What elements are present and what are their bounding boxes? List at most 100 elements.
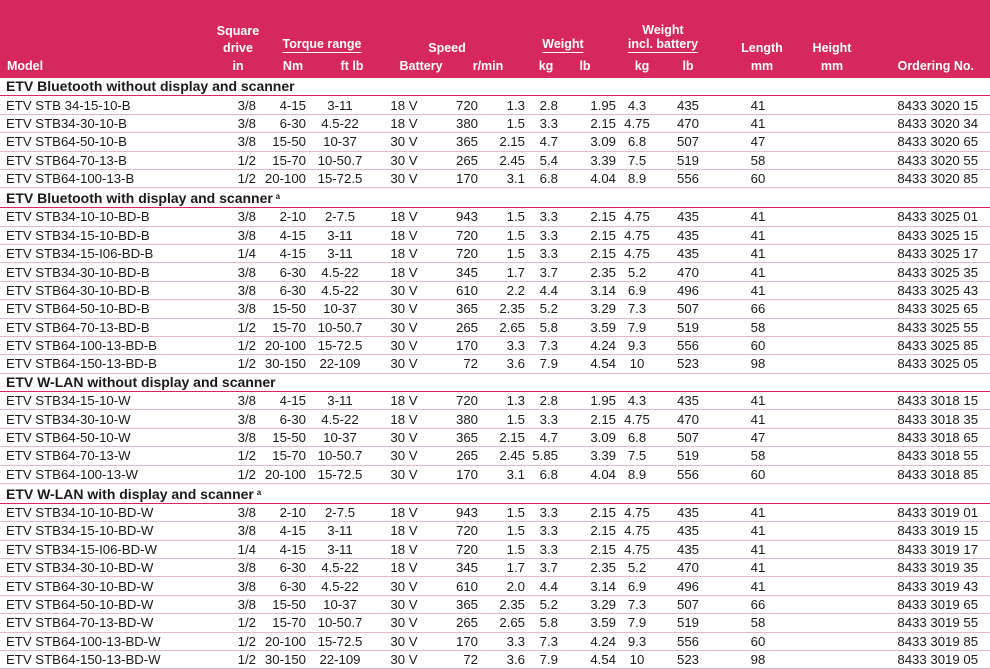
cell-torque-nm: 15-50 xyxy=(256,428,306,448)
cell-square-drive: 3/8 xyxy=(220,114,256,134)
cell-torque-nm: 15-50 xyxy=(256,299,306,319)
cell-weight-battery-lb: 7.3 xyxy=(616,299,658,319)
cell-model: ETV STB64-150-13-BD-W xyxy=(0,650,220,669)
cell-model: ETV STB34-30-10-BD-B xyxy=(0,262,220,282)
header-battery: Battery xyxy=(399,59,443,73)
header-torque-range: Torque range xyxy=(282,37,362,53)
table-row: ETV STB34-15-10-W 3/8 4-15 3-11 18 V 720 1.3 2.… xyxy=(0,391,990,411)
section-title: ETV W-LAN with display and scanner a xyxy=(0,483,990,504)
cell-height-mm: 66 xyxy=(718,299,798,319)
table-row: ETV STB34-30-10-BD-W 3/8 6-30 4.5-22 18 V 345… xyxy=(0,558,990,578)
cell-ordering-no: 8433 3019 05 xyxy=(798,650,990,669)
cell-weight-kg: 1.5 xyxy=(488,503,525,523)
cell-length-mm: 523 xyxy=(658,650,718,669)
table-row: ETV STB34-15-I06-BD-B 1/4 4-15 3-11 18 V 720 1… xyxy=(0,244,990,264)
cell-square-drive: 3/8 xyxy=(220,95,256,115)
table-header: Model Square drive in Torque range Nm ft… xyxy=(0,0,990,78)
cell-weight-battery-lb: 4.75 xyxy=(616,521,658,541)
cell-length-mm: 496 xyxy=(658,281,718,301)
header-length: Length xyxy=(741,41,783,55)
cell-speed-rmin: 610 xyxy=(434,281,488,301)
cell-battery: 30 V xyxy=(374,428,434,448)
header-torque-nm: Nm xyxy=(282,59,304,73)
cell-torque-ftlb: 10-50.7 xyxy=(306,151,374,170)
cell-height-mm: 60 xyxy=(718,336,798,356)
cell-battery: 30 V xyxy=(374,336,434,356)
footnote-marker: a xyxy=(256,487,262,497)
cell-weight-battery-kg: 2.15 xyxy=(558,521,616,541)
cell-model: ETV STB64-30-10-BD-B xyxy=(0,281,220,301)
cell-length-mm: 507 xyxy=(658,428,718,448)
cell-square-drive: 3/8 xyxy=(220,281,256,301)
cell-weight-battery-lb: 6.9 xyxy=(616,281,658,301)
cell-torque-ftlb: 3-11 xyxy=(306,391,374,411)
cell-battery: 18 V xyxy=(374,409,434,429)
cell-weight-battery-kg: 3.29 xyxy=(558,299,616,319)
cell-height-mm: 98 xyxy=(718,650,798,669)
cell-ordering-no: 8433 3025 01 xyxy=(798,207,990,227)
cell-speed-rmin: 170 xyxy=(434,632,488,651)
cell-model: ETV STB34-15-I06-BD-B xyxy=(0,244,220,264)
cell-ordering-no: 8433 3020 55 xyxy=(798,151,990,170)
cell-battery: 18 V xyxy=(374,207,434,227)
cell-ordering-no: 8433 3019 17 xyxy=(798,540,990,560)
cell-square-drive: 3/8 xyxy=(220,299,256,319)
footnote-marker: a xyxy=(275,192,281,202)
cell-speed-rmin: 720 xyxy=(434,244,488,264)
cell-torque-nm: 15-70 xyxy=(256,446,306,466)
cell-weight-kg: 2.65 xyxy=(488,613,525,633)
header-weight: Weight xyxy=(542,37,584,53)
cell-ordering-no: 8433 3025 43 xyxy=(798,281,990,301)
cell-model: ETV STB64-150-13-BD-B xyxy=(0,354,220,374)
cell-ordering-no: 8433 3020 15 xyxy=(798,95,990,115)
cell-torque-nm: 4-15 xyxy=(256,244,306,264)
section-title: ETV Bluetooth with display and scanner a xyxy=(0,187,990,209)
cell-weight-lb: 3.3 xyxy=(525,521,558,541)
section-title-text: ETV Bluetooth with display and scanner xyxy=(6,190,273,207)
cell-weight-battery-kg: 3.09 xyxy=(558,428,616,448)
cell-torque-ftlb: 10-37 xyxy=(306,595,374,615)
cell-weight-lb: 7.9 xyxy=(525,354,558,374)
table-row: ETV STB34-10-10-BD-B 3/8 2-10 2-7.5 18 V 943 1… xyxy=(0,207,990,227)
cell-battery: 30 V xyxy=(374,169,434,189)
cell-ordering-no: 8433 3018 15 xyxy=(798,391,990,411)
cell-weight-battery-kg: 4.24 xyxy=(558,632,616,651)
cell-weight-kg: 2.65 xyxy=(488,318,525,337)
cell-weight-kg: 2.0 xyxy=(488,576,525,596)
cell-length-mm: 435 xyxy=(658,540,718,560)
cell-weight-lb: 5.8 xyxy=(525,318,558,337)
cell-length-mm: 519 xyxy=(658,151,718,170)
cell-weight-kg: 1.5 xyxy=(488,226,525,246)
cell-torque-ftlb: 10-37 xyxy=(306,132,374,152)
cell-weight-kg: 3.1 xyxy=(488,169,525,189)
cell-weight-battery-lb: 6.8 xyxy=(616,132,658,152)
cell-speed-rmin: 380 xyxy=(434,114,488,134)
cell-height-mm: 47 xyxy=(718,428,798,448)
header-height-unit: mm xyxy=(820,59,844,73)
header-weight-lb: lb xyxy=(579,59,591,73)
cell-torque-ftlb: 4.5-22 xyxy=(306,558,374,578)
cell-weight-battery-lb: 6.8 xyxy=(616,428,658,448)
cell-weight-battery-kg: 2.15 xyxy=(558,503,616,523)
cell-model: ETV STB64-30-10-BD-W xyxy=(0,576,220,596)
cell-length-mm: 470 xyxy=(658,558,718,578)
cell-weight-battery-kg: 3.39 xyxy=(558,151,616,170)
cell-square-drive: 1/2 xyxy=(220,632,256,651)
cell-ordering-no: 8433 3019 55 xyxy=(798,613,990,633)
cell-weight-battery-lb: 4.75 xyxy=(616,226,658,246)
cell-weight-lb: 2.8 xyxy=(525,391,558,411)
cell-ordering-no: 8433 3019 01 xyxy=(798,503,990,523)
cell-torque-ftlb: 4.5-22 xyxy=(306,114,374,134)
cell-length-mm: 556 xyxy=(658,632,718,651)
cell-torque-ftlb: 4.5-22 xyxy=(306,409,374,429)
cell-weight-battery-kg: 3.14 xyxy=(558,576,616,596)
cell-battery: 30 V xyxy=(374,299,434,319)
section-title: ETV Bluetooth without display and scanne… xyxy=(0,78,990,97)
cell-torque-ftlb: 22-109 xyxy=(306,650,374,669)
cell-torque-ftlb: 4.5-22 xyxy=(306,576,374,596)
cell-weight-lb: 4.7 xyxy=(525,428,558,448)
cell-weight-battery-lb: 10 xyxy=(616,650,658,669)
section-heading-row: ETV Bluetooth without display and scanne… xyxy=(0,78,990,97)
cell-height-mm: 58 xyxy=(718,446,798,466)
